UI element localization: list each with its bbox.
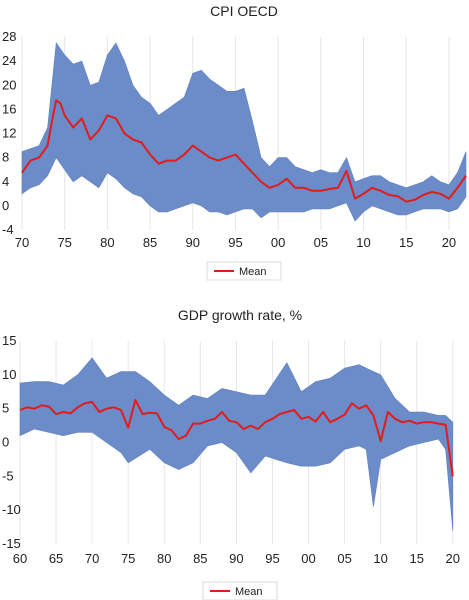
cpi-y-tick-label: 24: [2, 53, 16, 68]
cpi-chart: CPI OECD -4 0 4 8 12 16 20 24 28 70 75 80 85 90 95 00 05 1…: [2, 3, 467, 281]
gdp-legend-label: Mean: [235, 586, 263, 598]
gdp-legend: Mean: [202, 581, 278, 600]
cpi-y-tick-label: 8: [2, 150, 9, 165]
cpi-y-tick-label: 20: [2, 77, 16, 92]
gdp-x-tick-label: 00: [301, 551, 315, 566]
gdp-y-tick-label: -15: [2, 536, 21, 551]
gdp-y-tick-label: 10: [2, 367, 16, 382]
cpi-x-tick-label: 80: [100, 235, 114, 250]
cpi-y-tick-label: 28: [2, 29, 16, 44]
gdp-x-tick-label: 15: [409, 551, 423, 566]
cpi-y-tick-label: 0: [2, 198, 9, 213]
gdp-mean-line: [19, 398, 454, 477]
gdp-chart: GDP growth rate, % -15 -10 -5 0 5 10 15 60 65 70 75…: [0, 300, 469, 600]
cpi-mean-line: [21, 99, 467, 203]
cpi-x-tick-label: 70: [15, 235, 29, 250]
gdp-x-tick-label: 95: [265, 551, 279, 566]
gdp-legend-box: [202, 581, 278, 600]
cpi-title: CPI OECD: [210, 3, 278, 19]
cpi-x-tick-label: 05: [314, 235, 328, 250]
cpi-x-tick-label: 85: [143, 235, 157, 250]
gdp-x-tick-label: 20: [446, 551, 460, 566]
gdp-x-tick-label: 80: [157, 551, 171, 566]
cpi-legend-box: [206, 261, 282, 281]
gdp-y-tick-label: -5: [2, 468, 14, 483]
cpi-x-tick-label: 75: [57, 235, 71, 250]
gdp-x-tick-label: 90: [229, 551, 243, 566]
cpi-y-tick-label: -4: [2, 222, 14, 237]
cpi-legend-label: Mean: [239, 266, 267, 278]
cpi-x-tick-label: 00: [271, 235, 285, 250]
cpi-y-tick-label: 16: [2, 101, 16, 116]
gdp-y-tick-label: 15: [2, 333, 16, 348]
gdp-x-tick-label: 70: [85, 551, 99, 566]
cpi-y-tick-label: 4: [2, 174, 9, 189]
gdp-y-tick-label: 5: [2, 401, 9, 416]
gdp-x-tick-label: 85: [193, 551, 207, 566]
cpi-x-tick-label: 10: [356, 235, 370, 250]
gdp-x-tick-label: 05: [337, 551, 351, 566]
gdp-range-band: [19, 357, 454, 531]
gdp-y-tick-label: 0: [2, 435, 9, 450]
cpi-legend: Mean: [206, 261, 282, 281]
gdp-x-tick-label: 75: [121, 551, 135, 566]
cpi-x-tick-label: 90: [186, 235, 200, 250]
cpi-x-tick-label: 95: [228, 235, 242, 250]
cpi-range-band: [21, 42, 467, 222]
gdp-title: GDP growth rate, %: [178, 307, 302, 323]
cpi-x-tick-label: 15: [399, 235, 413, 250]
cpi-x-tick-label: 20: [442, 235, 456, 250]
cpi-chart-svg: CPI OECD -4 0 4 8 12 16 20 24 28 70 75 80 85 90 95 00 05 1…: [2, 3, 467, 281]
gdp-x-tick-label: 10: [373, 551, 387, 566]
gdp-x-tick-label: 60: [13, 551, 27, 566]
gdp-y-tick-label: -10: [2, 502, 21, 517]
cpi-y-tick-label: 12: [2, 126, 16, 141]
gdp-x-tick-label: 65: [49, 551, 63, 566]
